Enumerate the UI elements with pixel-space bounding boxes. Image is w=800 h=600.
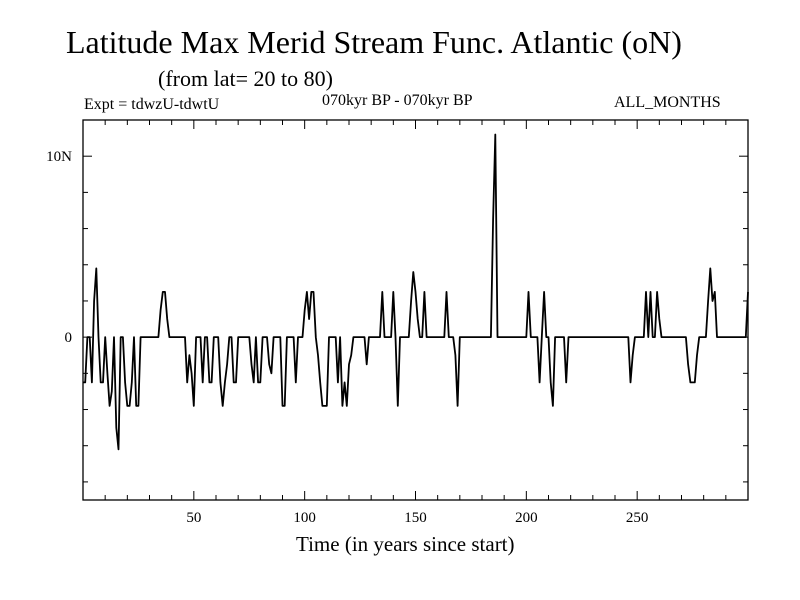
plot-frame [82, 119, 749, 501]
y-tick-label: 0 [65, 330, 73, 346]
x-tick-label: 200 [515, 510, 538, 526]
experiment-label: Expt = tdwzU-tdwtU [84, 96, 220, 113]
chart-title: Latitude Max Merid Stream Func. Atlantic… [66, 24, 682, 60]
x-tick-label: 50 [186, 510, 201, 526]
period-label: 070kyr BP - 070kyr BP [322, 92, 473, 109]
months-label: ALL_MONTHS [614, 94, 721, 111]
series-group [83, 133, 749, 451]
x-tick-label: 250 [626, 510, 649, 526]
x-tick-label: 150 [404, 510, 427, 526]
x-axis-label: Time (in years since start) [296, 532, 515, 556]
tick-labels: 50 100 150 200 250 10N 0 [46, 149, 648, 526]
x-tick-label: 100 [293, 510, 316, 526]
chart-subtitle: (from lat= 20 to 80) [158, 66, 333, 91]
y-tick-label: 10N [46, 149, 72, 165]
axis-ticks [83, 119, 748, 500]
series-line-0 [83, 133, 749, 451]
